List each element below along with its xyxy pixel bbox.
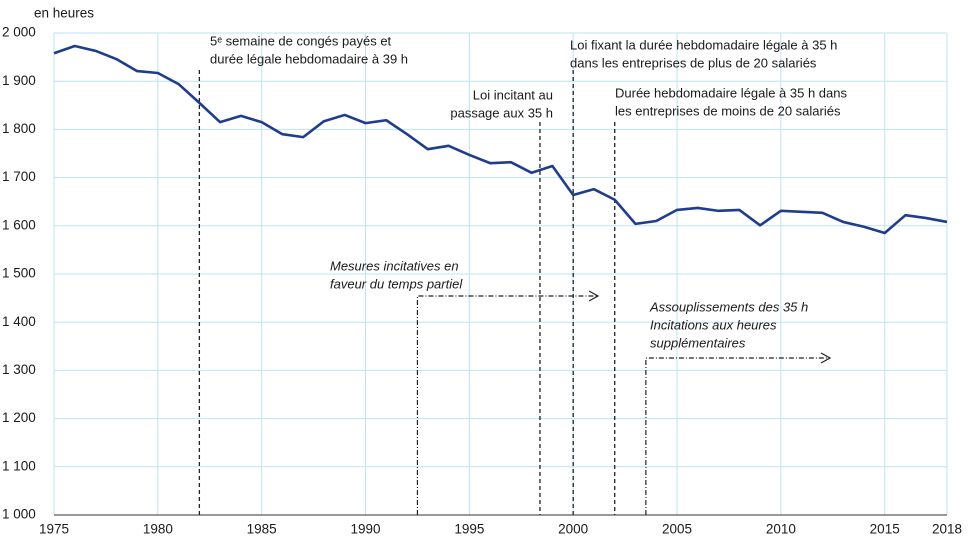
event-arrow (645, 357, 830, 515)
arrow-head (588, 290, 600, 302)
y-tick-label: 1 200 (2, 410, 36, 425)
y-tick-label: 1 700 (2, 169, 36, 184)
y-tick-label: 1 100 (2, 458, 36, 473)
y-tick-label: 1 000 (2, 507, 36, 522)
annotation-text: Mesures incitatives en (330, 258, 459, 273)
y-tick-label: 1 800 (2, 121, 36, 136)
arrow-head (820, 352, 832, 364)
x-tick-label: 2010 (766, 522, 796, 537)
y-tick-label: 2 000 (2, 25, 36, 40)
annotation-text: durée légale hebdomadaire à 39 h (210, 51, 408, 66)
annotation-text: supplémentaires (650, 335, 746, 350)
annotation-text: Loi fixant la durée hebdomadaire légale … (570, 37, 837, 52)
annotation-text: Assouplissements des 35 h (649, 299, 808, 314)
x-tick-label: 2005 (662, 522, 692, 537)
event-arrow (416, 295, 598, 515)
x-tick-label: 2000 (558, 522, 588, 537)
x-tick-label: 1985 (247, 522, 277, 537)
annotation-text: les entreprises de moins de 20 salariés (615, 103, 841, 118)
annotation-text: faveur du temps partiel (330, 276, 463, 291)
y-tick-label: 1 500 (2, 266, 36, 281)
x-tick-label: 1980 (143, 522, 173, 537)
annotation-text: 5ᵉ semaine de congés payés et (210, 33, 392, 48)
annotation-text: Loi incitant au (473, 87, 553, 102)
annotation-text: passage aux 35 h (450, 105, 553, 120)
annotation-text: dans les entreprises de plus de 20 salar… (570, 55, 817, 70)
x-tick-label: 2018 (932, 522, 962, 537)
y-tick-label: 1 900 (2, 73, 36, 88)
x-tick-label: 1995 (454, 522, 484, 537)
line-series (53, 44, 948, 235)
annotation-text: Durée hebdomadaire légale à 35 h dans (615, 85, 848, 100)
y-tick-label: 1 300 (2, 362, 36, 377)
y-tick-label: 1 600 (2, 217, 36, 232)
annotation-text: Incitations aux heures (650, 317, 777, 332)
x-tick-label: 1975 (39, 522, 69, 537)
y-tick-label: 1 400 (2, 314, 36, 329)
x-tick-label: 2015 (870, 522, 900, 537)
y-axis-label: en heures (34, 6, 94, 21)
x-tick-label: 1990 (350, 522, 380, 537)
